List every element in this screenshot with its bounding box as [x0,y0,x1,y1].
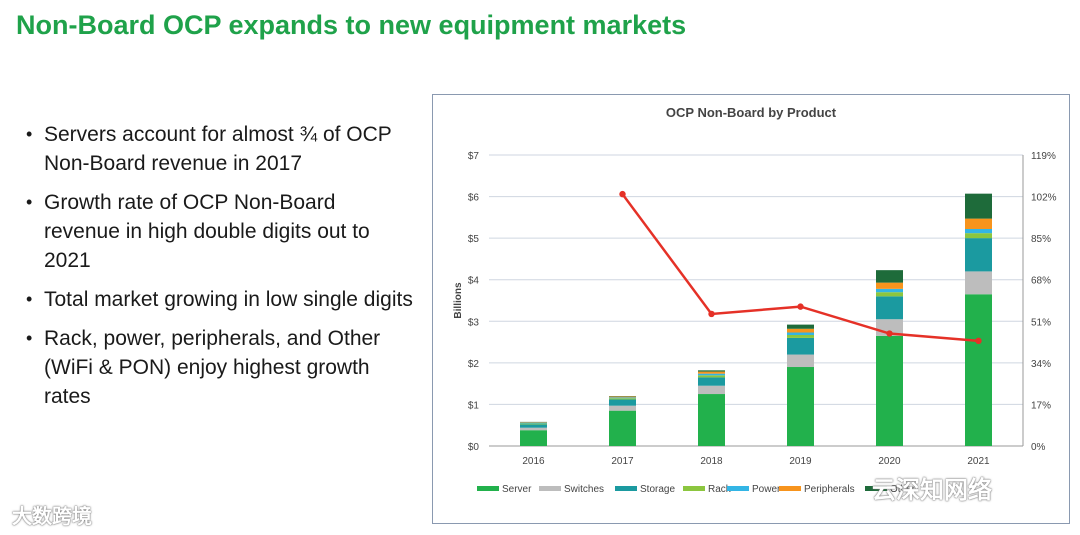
bar-storage [787,337,814,355]
x-tick-label: 2018 [700,456,723,467]
bar-storage [698,377,725,386]
bar-other [876,270,903,283]
bar-rack [520,423,547,425]
legend-label: Peripherals [804,484,855,495]
bar-peripherals [965,218,992,229]
bar-switches [965,271,992,295]
growth-line [621,193,979,343]
bar-power [876,288,903,293]
y-tick-label: $0 [468,442,480,453]
bar-peripherals [609,396,636,398]
legend-swatch-peripherals [779,486,801,491]
y2-tick-label: 0% [1031,442,1046,453]
bar-rack [965,233,992,239]
bar-rack [609,398,636,400]
bar-power [965,228,992,234]
growth-point [619,190,626,198]
growth-point [708,310,715,318]
legend-swatch-switches [539,486,561,491]
slide-title: Non-Board OCP expands to new equipment m… [16,10,687,40]
bar-power [698,373,725,376]
x-tick-label: 2017 [611,456,634,467]
legend-label: Other [890,484,916,495]
bar-other [965,193,992,219]
bar-switches [609,405,636,411]
watermark-right: 云深知网络 [872,476,992,504]
y2-tick-label: 119% [1031,151,1056,162]
y-tick-label: $4 [468,276,480,287]
bar-storage [965,238,992,272]
bar-switches [520,427,547,431]
bar-switches [698,385,725,395]
bar-storage [609,399,636,406]
bullet-item: Total market growing in low single digit… [24,285,414,314]
bar-power [609,397,636,399]
legend-label: Storage [640,484,675,495]
legend-label: Rack [708,484,732,495]
bar-server [787,367,814,446]
y2-tick-label: 102% [1031,193,1057,204]
watermark-left: 大数跨境 [12,504,92,528]
legend-label: Switches [564,484,604,495]
x-tick-label: 2020 [878,456,901,467]
y-tick-label: $1 [468,400,480,411]
y2-tick-label: 51% [1031,317,1051,328]
bar-server [698,394,725,446]
bar-server [609,410,636,446]
y-tick-label: $3 [468,317,480,328]
legend-label: Power [752,484,781,495]
bar-peripherals [876,282,903,289]
y-tick-label: $5 [468,234,480,245]
x-tick-label: 2019 [789,456,812,467]
legend-swatch-power [727,486,749,491]
bullet-list: Servers account for almost ¾ of OCP Non-… [24,120,414,421]
bar-other [787,324,814,329]
bar-storage [876,296,903,320]
bar-other [698,370,725,372]
chart-title: OCP Non-Board by Product [666,105,837,120]
legend-swatch-storage [615,486,637,491]
bar-server [965,294,992,446]
bar-server [520,430,547,446]
legend-swatch-server [477,486,499,491]
bar-rack [698,375,725,378]
bar-server [876,335,903,446]
bar-power [787,332,814,336]
bar-rack [876,292,903,297]
y2-tick-label: 34% [1031,359,1051,370]
y-tick-label: $2 [468,359,480,370]
bar-peripherals [698,371,725,374]
y2-tick-label: 68% [1031,276,1051,287]
bar-peripherals [787,328,814,333]
y-axis-label: Billions [453,282,464,319]
bar-storage [520,424,547,428]
y-tick-label: $6 [468,193,480,204]
growth-point [975,337,982,345]
x-tick-label: 2021 [967,456,990,467]
bullet-item: Rack, power, peripherals, and Other (WiF… [24,324,414,411]
bullet-item: Growth rate of OCP Non-Board revenue in … [24,188,414,275]
bar-rack [787,335,814,338]
legend-swatch-rack [683,486,705,491]
bar-switches [787,354,814,368]
y2-tick-label: 85% [1031,234,1051,245]
chart-panel: OCP Non-Board by Product $0 $1 $2 $3 $4 $5 $6 $7… [432,94,1070,524]
growth-point [797,303,804,310]
bullet-item: Servers account for almost ¾ of OCP Non-… [24,120,414,178]
legend-swatch-other [865,486,887,491]
legend-label: Server [502,484,532,495]
growth-point [886,330,893,337]
bar-power [520,422,547,424]
y-tick-label: $7 [468,151,480,162]
y2-tick-label: 17% [1031,400,1051,411]
x-tick-label: 2016 [522,456,545,467]
ocp-chart: OCP Non-Board by Product $0 $1 $2 $3 $4 $5 $6 $7… [453,105,1057,495]
